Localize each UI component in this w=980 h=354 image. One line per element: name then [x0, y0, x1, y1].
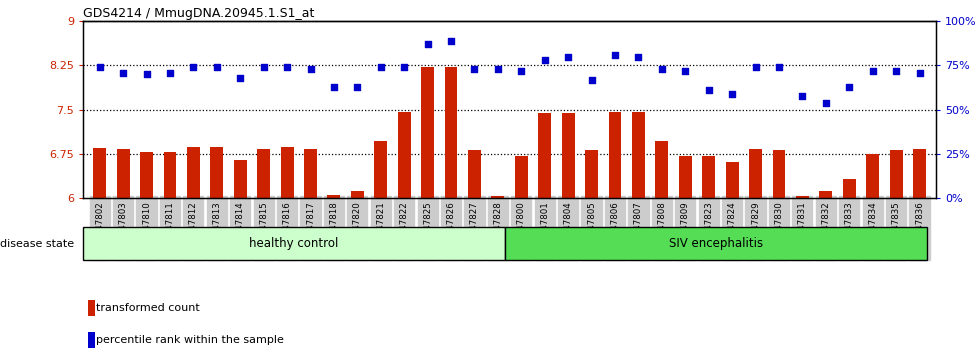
Bar [140, 152, 153, 198]
Bar [234, 160, 247, 198]
Point [748, 64, 763, 70]
Bar [656, 141, 668, 198]
Text: transformed count: transformed count [96, 303, 200, 313]
Text: healthy control: healthy control [250, 237, 339, 250]
Bar [327, 195, 340, 198]
Bar [468, 150, 481, 198]
Point [771, 64, 787, 70]
Point [232, 75, 248, 81]
Point [701, 87, 716, 93]
Bar [421, 67, 434, 198]
Point [139, 72, 155, 77]
Bar [187, 147, 200, 198]
Point [911, 70, 927, 75]
Bar [257, 149, 270, 198]
Bar [83, 227, 505, 260]
Bar [866, 154, 879, 198]
Point [561, 54, 576, 59]
Text: GDS4214 / MmugDNA.20945.1.S1_at: GDS4214 / MmugDNA.20945.1.S1_at [83, 7, 315, 20]
Bar [585, 150, 598, 198]
Point [466, 66, 482, 72]
Bar [445, 67, 458, 198]
Point [373, 64, 389, 70]
Point [419, 41, 435, 47]
Point [443, 38, 459, 44]
Point [724, 91, 740, 97]
Point [630, 54, 646, 59]
Bar [117, 149, 129, 198]
Point [279, 64, 295, 70]
Bar [514, 156, 528, 198]
Bar [725, 162, 739, 198]
Point [537, 57, 553, 63]
Bar [749, 149, 762, 198]
Point [92, 64, 108, 70]
Bar [890, 150, 903, 198]
Point [654, 66, 669, 72]
Point [396, 64, 412, 70]
Point [795, 93, 810, 98]
Bar [913, 149, 926, 198]
Point [185, 64, 201, 70]
Point [209, 64, 224, 70]
Text: SIV encephalitis: SIV encephalitis [668, 237, 762, 250]
Point [842, 84, 858, 90]
Point [864, 68, 880, 74]
Point [116, 70, 131, 75]
Bar [703, 156, 715, 198]
Point [303, 66, 318, 72]
Bar [772, 150, 785, 198]
Bar [304, 149, 317, 198]
Text: percentile rank within the sample: percentile rank within the sample [96, 335, 284, 345]
Bar [398, 112, 411, 198]
Point [350, 84, 366, 90]
Point [818, 100, 834, 105]
Bar [374, 141, 387, 198]
Bar [505, 227, 926, 260]
Point [162, 70, 177, 75]
Text: disease state: disease state [0, 239, 74, 249]
Bar [164, 152, 176, 198]
Bar [211, 147, 223, 198]
Bar [609, 112, 621, 198]
Bar [796, 196, 808, 198]
Bar [843, 179, 856, 198]
Bar [562, 113, 574, 198]
Bar [538, 113, 551, 198]
Point [256, 64, 271, 70]
Point [677, 68, 693, 74]
Bar [351, 191, 364, 198]
Point [888, 68, 904, 74]
Bar [491, 196, 505, 198]
Bar [280, 147, 294, 198]
Point [608, 52, 623, 58]
Bar [93, 148, 106, 198]
Point [490, 66, 506, 72]
Bar [819, 191, 832, 198]
Point [584, 77, 600, 82]
Bar [632, 112, 645, 198]
Bar [679, 156, 692, 198]
Point [326, 84, 342, 90]
Point [514, 68, 529, 74]
